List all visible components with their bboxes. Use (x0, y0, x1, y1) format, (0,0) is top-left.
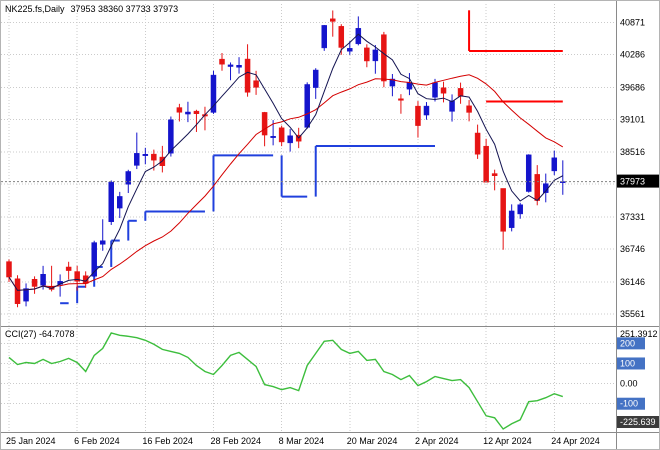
time-axis-label: 25 Jan 2024 (6, 436, 56, 446)
candle-body-up (40, 274, 46, 286)
time-axis-label: 12 Apr 2024 (483, 436, 532, 446)
price-axis-label: 35561 (620, 309, 645, 319)
chart-title: NK225.fs,Daily 37953 38360 37733 37973 (5, 4, 178, 14)
cci-level-box (617, 337, 645, 350)
time-axis-label: 16 Feb 2024 (142, 436, 193, 446)
candle-body-down (14, 278, 21, 304)
sma-slow-line (8, 74, 564, 291)
candle-body-up (270, 136, 276, 138)
cci-zero-label: 0.00 (620, 379, 638, 389)
candle-body-down (151, 153, 157, 161)
candle-body-up (389, 78, 396, 87)
candle-body-down (457, 88, 464, 97)
candle-body-down (31, 279, 38, 287)
candle-body-down (398, 98, 404, 101)
cci-level-box (617, 397, 645, 410)
candle-body-down (193, 110, 200, 114)
candle-body-up (372, 49, 379, 62)
candle-body-up (23, 288, 29, 302)
candle-body-down (74, 271, 80, 282)
candle-body-down (330, 18, 336, 22)
candle-body-up (312, 69, 319, 88)
time-axis-label: 24 Apr 2024 (551, 436, 600, 446)
candle-body-down (440, 87, 447, 94)
cci-line (8, 332, 564, 430)
price-axis-label: 39686 (620, 82, 645, 92)
candle-body-up (287, 135, 293, 144)
price-axis-label: 39101 (620, 115, 645, 125)
candle-body-up (508, 210, 515, 228)
candle-body-down (381, 34, 387, 82)
sma-fast-line (8, 33, 564, 291)
candle-body-up (99, 240, 106, 245)
candle-body-up (125, 171, 132, 185)
cci-min-box (617, 416, 659, 428)
cci-min-label: -225.639 (620, 417, 656, 427)
candle-body-up (108, 181, 114, 222)
time-axis-label: 6 Feb 2024 (74, 436, 120, 446)
candle-body-up (185, 111, 191, 115)
candle-body-up (117, 196, 123, 209)
time-axis-label: 20 Mar 2024 (347, 436, 398, 446)
current-price-box (617, 174, 659, 188)
candle-body-down (244, 58, 251, 93)
candle-body-up (236, 65, 242, 68)
time-axis-label: 2 Apr 2024 (415, 436, 459, 446)
candle-body-down (338, 26, 345, 48)
price-axis-label: 38516 (620, 147, 645, 157)
candle-body-up (142, 154, 149, 156)
candle-body-up (423, 105, 430, 116)
candle-body-down (474, 132, 481, 155)
candle-body-up (449, 100, 455, 112)
candle-body-down (534, 174, 540, 201)
candle-body-up (168, 119, 174, 154)
candle-body-down (364, 47, 370, 62)
price-axis-label: 36746 (620, 244, 645, 254)
price-axis-label: 40286 (620, 49, 645, 59)
price-axis-label: 36146 (620, 277, 645, 287)
candle-body-up (551, 157, 558, 172)
candle-body-up (134, 153, 140, 166)
price-axis-label: 37331 (620, 212, 645, 222)
cci-level-label: 200 (620, 338, 635, 348)
candle-body-up (304, 84, 310, 128)
candle-body-down (500, 188, 506, 232)
time-axis-label: 8 Mar 2024 (279, 436, 325, 446)
time-axis-label: 28 Feb 2024 (210, 436, 261, 446)
candle-body-down (253, 80, 259, 88)
candle-body-up (227, 64, 234, 67)
candle-body-down (261, 112, 268, 136)
current-price-label: 37973 (620, 177, 645, 187)
candle-body-down (491, 173, 498, 176)
candle-body-down (65, 266, 72, 271)
cci-level-box (617, 357, 645, 370)
cci-level-label: 100 (620, 358, 635, 368)
candle-body-down (219, 58, 225, 65)
candle-body-up (347, 48, 353, 52)
candle-body-up (210, 74, 217, 113)
ohlc-quote-label: 37953 38360 37733 37973 (70, 4, 179, 14)
candle-body-down (278, 127, 285, 143)
candle-body-up (517, 204, 523, 215)
candle-body-down (483, 145, 489, 183)
candle-body-down (6, 261, 12, 278)
candle-body-up (432, 82, 438, 98)
candle-body-up (406, 82, 413, 90)
price-axis-label: 40871 (620, 17, 645, 27)
cci-indicator-label: CCI(27) -64.7078 (5, 329, 75, 339)
candle-body-up (91, 242, 97, 277)
candle-body-down (415, 105, 421, 126)
symbol-period-label: NK225.fs,Daily (5, 4, 65, 14)
candle-body-up (321, 25, 327, 49)
candle-body-up (525, 154, 532, 192)
cci-max-label: 251.3912 (620, 329, 658, 339)
cci-level-label: -100 (620, 399, 638, 409)
candle-body-down (176, 107, 183, 113)
candle-body-down (466, 105, 472, 113)
